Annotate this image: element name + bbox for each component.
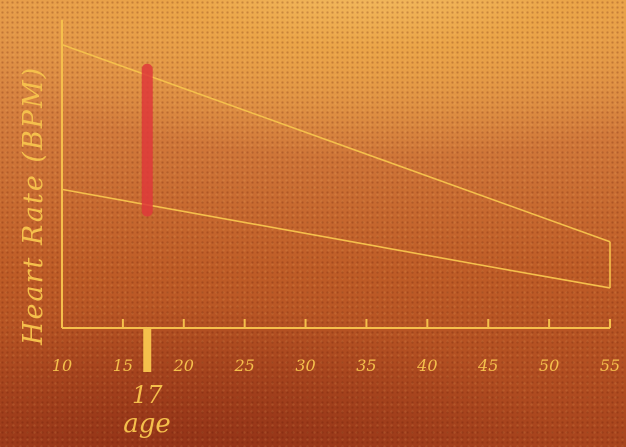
x-tick-label: 40: [416, 356, 437, 375]
age-highlight: 17: [132, 63, 163, 409]
highlight-label: 17: [132, 381, 163, 409]
x-ticks: 10 15 20 25 30 35 40 45 50 55: [52, 319, 620, 375]
series-line: [61, 43, 611, 243]
x-tick-label: 20: [173, 356, 194, 375]
x-tick-label: 45: [477, 356, 498, 375]
x-axis-label: age: [123, 409, 171, 439]
y-axis-label: Heart Rate (BPM): [18, 66, 49, 346]
series-lines: [61, 43, 611, 289]
series-line: [61, 188, 611, 289]
x-tick-label: 15: [113, 356, 133, 375]
x-tick-label: 50: [539, 356, 559, 375]
x-tick-label: 55: [600, 356, 620, 375]
x-tick-label: 25: [233, 356, 254, 375]
axes: [61, 20, 610, 329]
highlight-tick: [143, 328, 152, 372]
x-tick-label: 10: [52, 356, 72, 375]
x-tick-label: 35: [356, 356, 376, 375]
x-tick-label: 30: [295, 356, 315, 375]
